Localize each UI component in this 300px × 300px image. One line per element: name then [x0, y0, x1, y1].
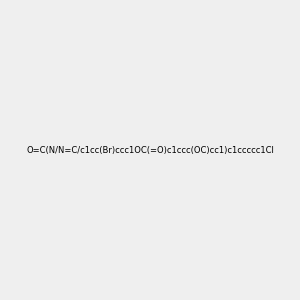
Text: O=C(N/N=C/c1cc(Br)ccc1OC(=O)c1ccc(OC)cc1)c1ccccc1Cl: O=C(N/N=C/c1cc(Br)ccc1OC(=O)c1ccc(OC)cc1… [26, 146, 274, 154]
